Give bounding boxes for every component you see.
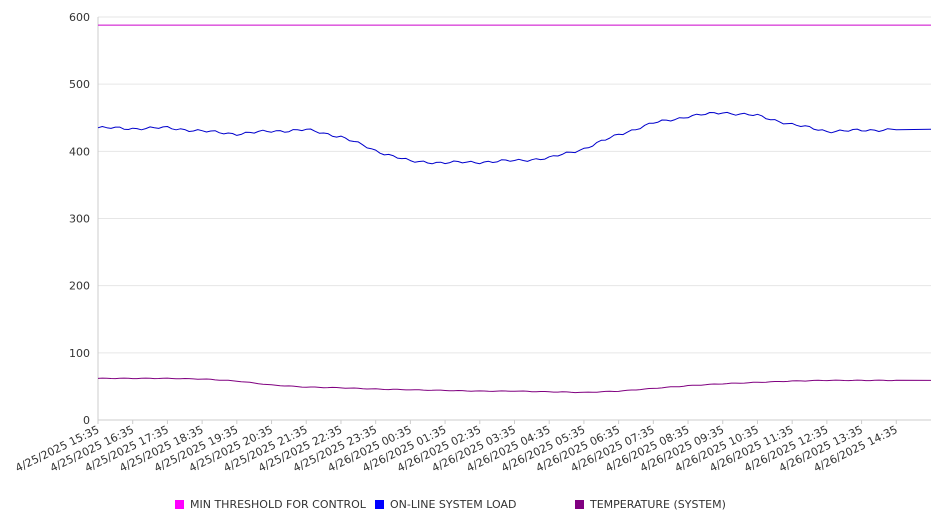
grid-lines [98,16,931,354]
legend-swatch-system-load [375,500,384,509]
x-tick-labels: 4/25/2025 15:354/25/2025 16:354/25/2025 … [13,423,899,475]
legend-item-system-load[interactable]: ON-LINE SYSTEM LOAD [375,498,516,511]
legend-item-temperature[interactable]: TEMPERATURE (SYSTEM) [575,498,726,511]
legend-swatch-min-threshold [175,500,184,509]
y-tick-label: 100 [69,347,90,360]
legend-label-temperature: TEMPERATURE (SYSTEM) [590,498,726,511]
y-tick-label: 500 [69,78,90,91]
y-tick-label: 300 [69,213,90,226]
y-tick-label: 0 [83,414,90,427]
axes [97,17,931,424]
legend: MIN THRESHOLD FOR CONTROL ON-LINE SYSTEM… [0,496,946,516]
series-lines [97,24,932,394]
series-line-1 [97,111,932,165]
legend-label-system-load: ON-LINE SYSTEM LOAD [390,498,517,511]
y-tick-labels: 0 100 200 300 400 500 600 [69,11,90,427]
series-line-2 [97,377,932,394]
legend-label-min-threshold: MIN THRESHOLD FOR CONTROL [190,498,366,511]
legend-swatch-temperature [575,500,584,509]
y-tick-label: 400 [69,145,90,158]
y-tick-label: 200 [69,280,90,293]
legend-item-min-threshold[interactable]: MIN THRESHOLD FOR CONTROL [175,498,366,511]
y-tick-label: 600 [69,11,90,24]
